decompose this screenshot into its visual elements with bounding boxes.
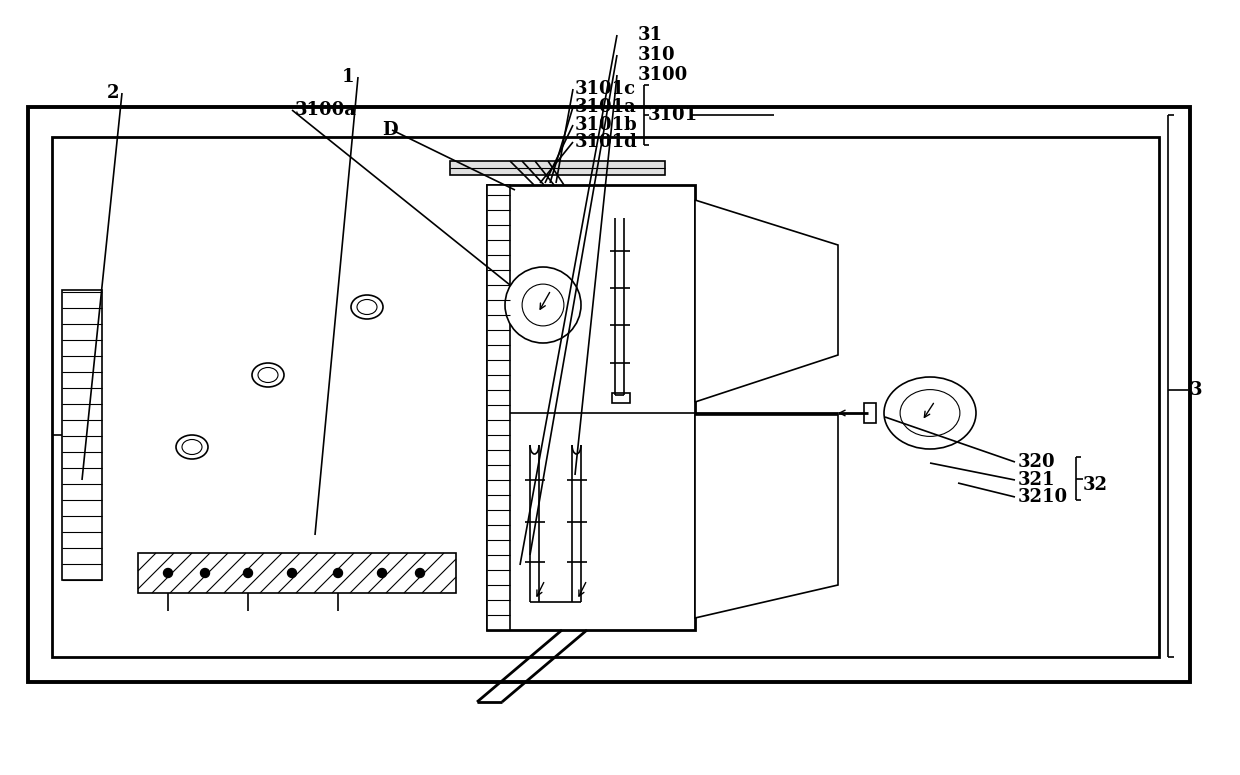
Text: D: D — [382, 121, 398, 139]
Circle shape — [243, 569, 253, 577]
Text: 2: 2 — [107, 84, 119, 102]
Circle shape — [377, 569, 387, 577]
Text: 3101d: 3101d — [575, 133, 637, 151]
Polygon shape — [694, 200, 838, 402]
Ellipse shape — [252, 363, 284, 387]
Bar — [29, 107, 1190, 682]
Text: 3100: 3100 — [639, 66, 688, 84]
Text: 320: 320 — [1018, 453, 1055, 471]
Bar — [138, 553, 456, 593]
Bar — [62, 290, 102, 580]
Text: 1: 1 — [342, 68, 355, 86]
Text: 3101: 3101 — [649, 106, 698, 124]
Text: 3101a: 3101a — [575, 98, 637, 116]
Bar — [864, 403, 875, 423]
Ellipse shape — [182, 439, 202, 454]
Circle shape — [505, 267, 582, 343]
Text: 3101c: 3101c — [575, 80, 636, 98]
Ellipse shape — [351, 295, 383, 319]
Circle shape — [334, 569, 342, 577]
Text: 32: 32 — [1083, 476, 1109, 494]
Text: 3: 3 — [1190, 381, 1203, 399]
Circle shape — [288, 569, 296, 577]
Bar — [487, 185, 510, 630]
Ellipse shape — [176, 435, 208, 459]
Bar — [487, 185, 694, 630]
Text: 3100a: 3100a — [295, 101, 357, 119]
Bar — [52, 137, 1159, 657]
Polygon shape — [694, 415, 838, 618]
Circle shape — [201, 569, 210, 577]
Text: 310: 310 — [639, 46, 676, 64]
Text: 3210: 3210 — [1018, 488, 1068, 506]
Text: 321: 321 — [1018, 471, 1055, 489]
Ellipse shape — [258, 367, 278, 383]
Circle shape — [522, 284, 564, 326]
Ellipse shape — [357, 299, 377, 315]
Ellipse shape — [884, 377, 976, 449]
Bar — [613, 393, 630, 403]
Text: 31: 31 — [639, 26, 663, 44]
Text: 3101b: 3101b — [575, 116, 637, 134]
Ellipse shape — [900, 390, 960, 436]
Circle shape — [164, 569, 172, 577]
Bar — [450, 161, 665, 175]
Circle shape — [415, 569, 424, 577]
